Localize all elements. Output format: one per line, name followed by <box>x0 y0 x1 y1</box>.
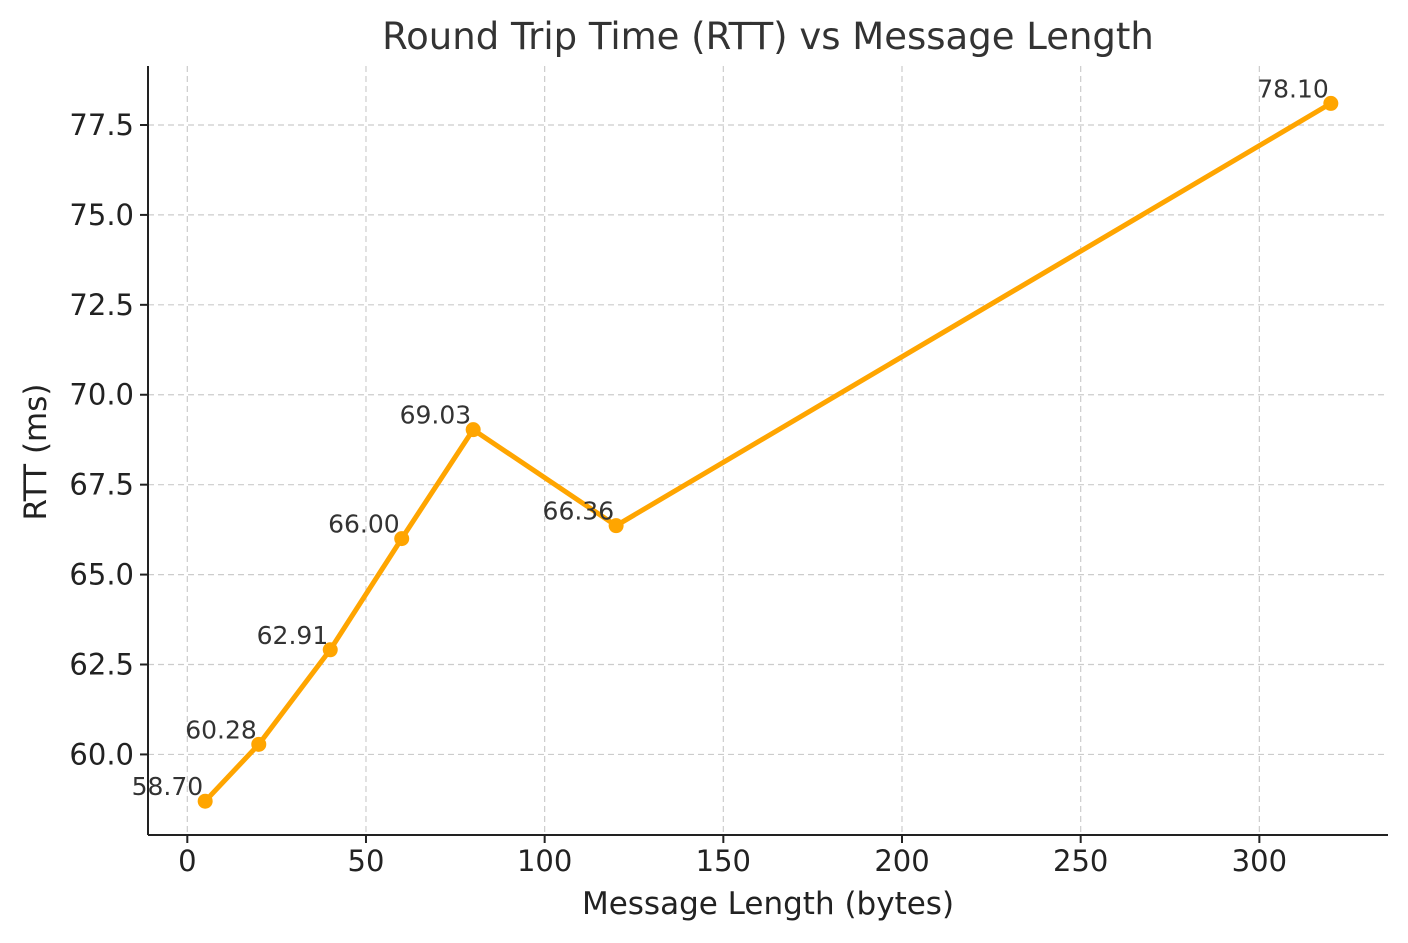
x-tick-label: 200 <box>874 844 929 878</box>
series-line <box>202 100 1334 804</box>
y-tick-label: 72.5 <box>69 288 134 322</box>
data-label: 66.00 <box>328 510 400 539</box>
data-point <box>608 518 624 534</box>
x-axis-label: Message Length (bytes) <box>582 886 954 922</box>
chart-title: Round Trip Time (RTT) vs Message Length <box>382 15 1154 58</box>
data-point <box>251 736 267 752</box>
data-label: 78.10 <box>1257 74 1329 103</box>
data-label: 58.70 <box>132 772 204 801</box>
data-point <box>322 642 338 658</box>
grid <box>148 66 1388 835</box>
x-tick-label: 50 <box>348 844 385 878</box>
y-tick-label: 77.5 <box>69 108 134 142</box>
data-point <box>465 422 481 438</box>
y-tick-label: 60.0 <box>69 737 134 771</box>
data-point <box>1323 95 1339 111</box>
data-label: 62.91 <box>257 621 329 650</box>
x-tick-label: 150 <box>696 844 751 878</box>
y-tick-label: 70.0 <box>69 378 134 412</box>
data-point <box>394 531 410 547</box>
data-point <box>197 793 213 809</box>
ticks: 0 50 100 150 200 250 300 60.0 62.5 65.0 67.5 70.0 72… <box>69 108 1287 878</box>
data-labels: 58.70 60.28 62.91 66.00 69.03 66.36 78.10 <box>132 74 1329 801</box>
series <box>197 95 1339 809</box>
y-tick-label: 67.5 <box>69 468 134 502</box>
data-label: 69.03 <box>400 401 472 430</box>
x-tick-label: 250 <box>1053 844 1108 878</box>
y-tick-label: 65.0 <box>69 558 134 592</box>
y-axis-label: RTT (ms) <box>18 383 54 520</box>
data-label: 66.36 <box>543 497 615 526</box>
x-tick-label: 0 <box>178 844 196 878</box>
y-tick-label: 62.5 <box>69 648 134 682</box>
x-tick-label: 100 <box>517 844 572 878</box>
y-tick-label: 75.0 <box>69 198 134 232</box>
x-tick-label: 300 <box>1232 844 1287 878</box>
axes <box>147 66 1388 836</box>
data-label: 60.28 <box>185 715 257 744</box>
